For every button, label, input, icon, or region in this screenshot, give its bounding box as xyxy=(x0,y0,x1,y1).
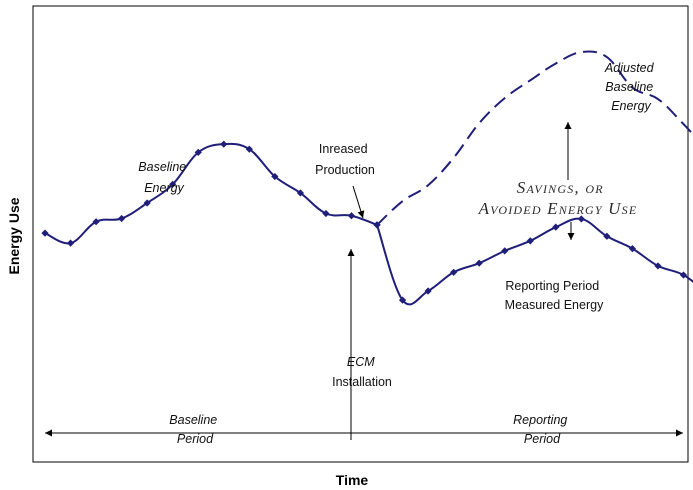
y-axis-title: Energy Use xyxy=(6,197,22,274)
ecm-installation-label: ECM Installation xyxy=(332,353,392,389)
baseline-point-2 xyxy=(92,218,100,226)
baseline-point-1 xyxy=(66,239,75,247)
increased-production-label: Inreased Production xyxy=(315,142,375,177)
reporting-point-4 xyxy=(475,259,483,267)
baseline-point-9 xyxy=(271,172,279,181)
reporting-point-6 xyxy=(526,237,534,245)
baseline-point-12 xyxy=(347,212,356,220)
reporting-point-5 xyxy=(501,247,509,255)
baseline-point-3 xyxy=(118,214,126,223)
reporting-point-11 xyxy=(654,262,662,270)
adjusted-baseline-label: Adjusted Baseline Energy xyxy=(604,61,657,113)
baseline-energy-label: Baseline Energy xyxy=(138,160,189,195)
adjusted-line xyxy=(376,50,693,226)
reporting-point-8 xyxy=(577,215,585,223)
reporting-measured-label: Reporting Period Measured Energy xyxy=(505,279,604,312)
x-axis-title: Time xyxy=(336,472,369,488)
baseline-point-11 xyxy=(322,209,330,218)
series-layer xyxy=(41,50,693,306)
baseline-point-5 xyxy=(169,180,177,188)
baseline-period-label: Baseline Period xyxy=(169,413,220,446)
reporting-point-3 xyxy=(450,268,458,276)
reporting-point-7 xyxy=(552,223,560,231)
baseline-point-0 xyxy=(41,229,49,237)
baseline-point-10 xyxy=(296,189,304,197)
baseline-point-4 xyxy=(143,199,151,207)
baseline-point-7 xyxy=(220,140,228,148)
increased-production-arrow xyxy=(352,185,365,219)
baseline-point-8 xyxy=(245,145,253,153)
reporting-period-label: Reporting Period xyxy=(513,413,571,446)
reporting-point-12 xyxy=(679,271,688,279)
plot-area xyxy=(32,5,689,463)
reporting-point-10 xyxy=(628,244,637,253)
reporting-point-9 xyxy=(603,232,611,240)
reporting-point-2 xyxy=(424,287,432,295)
reporting-point-1 xyxy=(398,296,407,304)
savings-label: Savings, or Avoided Energy Use xyxy=(478,178,638,218)
baseline-point-6 xyxy=(194,148,202,156)
